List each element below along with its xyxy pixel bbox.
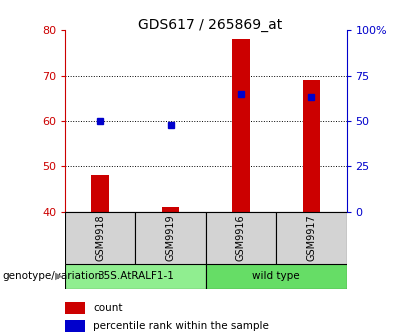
Bar [206, 264, 346, 289]
Bar [65, 264, 206, 289]
Text: GSM9916: GSM9916 [236, 214, 246, 261]
Text: GDS617 / 265869_at: GDS617 / 265869_at [138, 18, 282, 33]
Text: GSM9917: GSM9917 [306, 214, 316, 261]
Text: GSM9919: GSM9919 [165, 214, 176, 261]
Bar [302, 80, 320, 212]
Bar [232, 39, 250, 212]
Bar [65, 320, 85, 332]
Bar [276, 212, 346, 264]
Text: genotype/variation: genotype/variation [2, 271, 101, 281]
Text: percentile rank within the sample: percentile rank within the sample [93, 321, 269, 331]
Bar [135, 212, 206, 264]
Bar [65, 212, 135, 264]
Bar [162, 207, 179, 212]
Text: ▶: ▶ [55, 271, 62, 281]
Text: 35S.AtRALF1-1: 35S.AtRALF1-1 [97, 271, 174, 281]
Text: GSM9918: GSM9918 [95, 214, 105, 261]
Bar [206, 212, 276, 264]
Bar [92, 175, 109, 212]
Text: count: count [93, 303, 123, 313]
Bar [65, 302, 85, 314]
Text: wild type: wild type [252, 271, 300, 281]
